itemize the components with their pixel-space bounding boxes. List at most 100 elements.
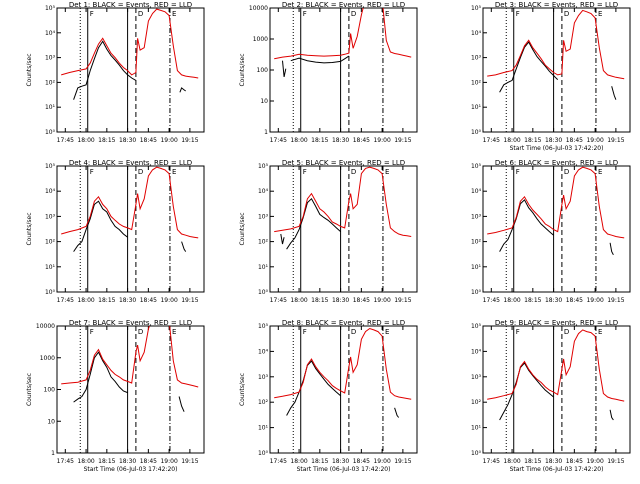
x-tick-label: 19:15 <box>607 137 624 144</box>
marker-letter: D <box>138 10 143 18</box>
axes-frame <box>269 165 418 293</box>
y-tick-label: 10² <box>471 239 482 246</box>
y-tick-label: 10⁰ <box>45 129 56 136</box>
series-lld-red <box>61 8 199 79</box>
panel-title: Det 6: BLACK = Events, RED = LLD <box>495 159 618 167</box>
series-events-black-tail <box>611 86 617 100</box>
x-tick-label: 18:00 <box>77 458 94 465</box>
x-tick-label: 18:30 <box>332 137 349 144</box>
series-events-black-tail <box>609 242 614 256</box>
x-tick-label: 18:30 <box>545 137 562 144</box>
series-events-black-tail <box>178 396 185 412</box>
y-tick-label: 10⁰ <box>258 450 269 457</box>
x-tick-label: 19:00 <box>373 458 390 465</box>
marker-letter: F <box>303 10 307 18</box>
x-tick-label: 18:45 <box>353 297 370 304</box>
x-tick-label: 17:45 <box>57 137 74 144</box>
x-tick-label: 18:45 <box>566 458 583 465</box>
series-events-black-tail <box>282 60 287 78</box>
axes-frame <box>482 325 631 454</box>
axes-frame <box>269 7 418 133</box>
series-lld-red <box>61 326 199 388</box>
y-tick-label: 10¹ <box>258 425 269 432</box>
axes-frame <box>56 325 205 454</box>
marker-letter: D <box>351 10 356 18</box>
x-tick-label: 19:00 <box>586 458 603 465</box>
x-tick-label: 19:15 <box>181 458 198 465</box>
series-events-black <box>73 40 137 100</box>
x-tick-label: 18:45 <box>353 458 370 465</box>
x-tick-label: 18:00 <box>290 137 307 144</box>
y-tick-label: 10¹ <box>258 264 269 271</box>
y-tick-label: 10³ <box>258 213 269 220</box>
y-axis-label: Counts/sec <box>239 53 246 86</box>
y-axis-label: Counts/sec <box>26 373 33 406</box>
x-tick-label: 18:45 <box>140 137 157 144</box>
x-tick-label: 19:00 <box>586 297 603 304</box>
marker-letter: E <box>385 168 389 176</box>
series-events-black-tail <box>181 241 187 252</box>
y-tick-label: 10³ <box>471 213 482 220</box>
series-lld-red <box>274 166 412 237</box>
series-lld-red <box>274 8 412 60</box>
marker-letter: F <box>90 168 94 176</box>
series-events-black <box>73 200 128 252</box>
x-tick-label: 18:45 <box>140 297 157 304</box>
y-tick-label: 10¹ <box>471 104 482 111</box>
y-tick-label: 10³ <box>471 374 482 381</box>
panel-title: Det 8: BLACK = Events, RED = LLD <box>282 319 405 327</box>
y-axis-label: Counts/sec <box>239 212 246 245</box>
y-tick-label: 10¹ <box>471 425 482 432</box>
axes-frame <box>482 165 631 293</box>
x-tick-label: 18:15 <box>524 297 541 304</box>
x-tick-label: 19:00 <box>373 297 390 304</box>
y-tick-label: 10 <box>260 98 268 105</box>
y-tick-label: 10⁵ <box>471 163 482 170</box>
series-events-black <box>290 55 350 64</box>
y-tick-label: 10⁴ <box>471 188 482 195</box>
series-lld-red <box>61 166 199 239</box>
y-tick-label: 10⁵ <box>45 5 56 12</box>
x-tick-label: 18:15 <box>98 458 115 465</box>
x-tick-label: 19:15 <box>181 137 198 144</box>
marker-letter: D <box>564 168 569 176</box>
x-tick-label: 18:30 <box>332 297 349 304</box>
marker-letter: D <box>564 328 569 336</box>
marker-letter: E <box>598 10 602 18</box>
marker-letter: E <box>385 10 389 18</box>
marker-letter: E <box>598 168 602 176</box>
x-tick-label: 19:00 <box>373 137 390 144</box>
marker-letter: D <box>351 328 356 336</box>
y-tick-label: 10⁴ <box>258 188 269 195</box>
series-events-black <box>499 199 554 252</box>
x-tick-label: 18:15 <box>311 297 328 304</box>
marker-letter: E <box>172 10 176 18</box>
marker-letter: E <box>598 328 602 336</box>
y-tick-label: 10⁵ <box>471 5 482 12</box>
x-tick-label: 19:00 <box>586 137 603 144</box>
series-events-black <box>286 197 341 250</box>
x-tick-label: 19:15 <box>607 297 624 304</box>
x-tick-label: 19:00 <box>160 297 177 304</box>
series-lld-red <box>487 9 625 80</box>
x-tick-label: 18:00 <box>503 137 520 144</box>
y-tick-label: 10³ <box>45 213 56 220</box>
series-events-black-tail <box>609 409 614 421</box>
axes-frame <box>56 7 205 133</box>
y-tick-label: 10² <box>45 239 56 246</box>
y-tick-label: 1000 <box>253 36 268 43</box>
y-tick-label: 10² <box>471 399 482 406</box>
y-tick-label: 10⁰ <box>471 129 482 136</box>
x-tick-label: 18:30 <box>119 137 136 144</box>
x-tick-label: 17:45 <box>270 297 287 304</box>
x-tick-label: 17:45 <box>270 137 287 144</box>
y-axis-label: Counts/sec <box>26 53 33 86</box>
y-tick-label: 10⁰ <box>471 289 482 296</box>
marker-letter: E <box>385 328 389 336</box>
